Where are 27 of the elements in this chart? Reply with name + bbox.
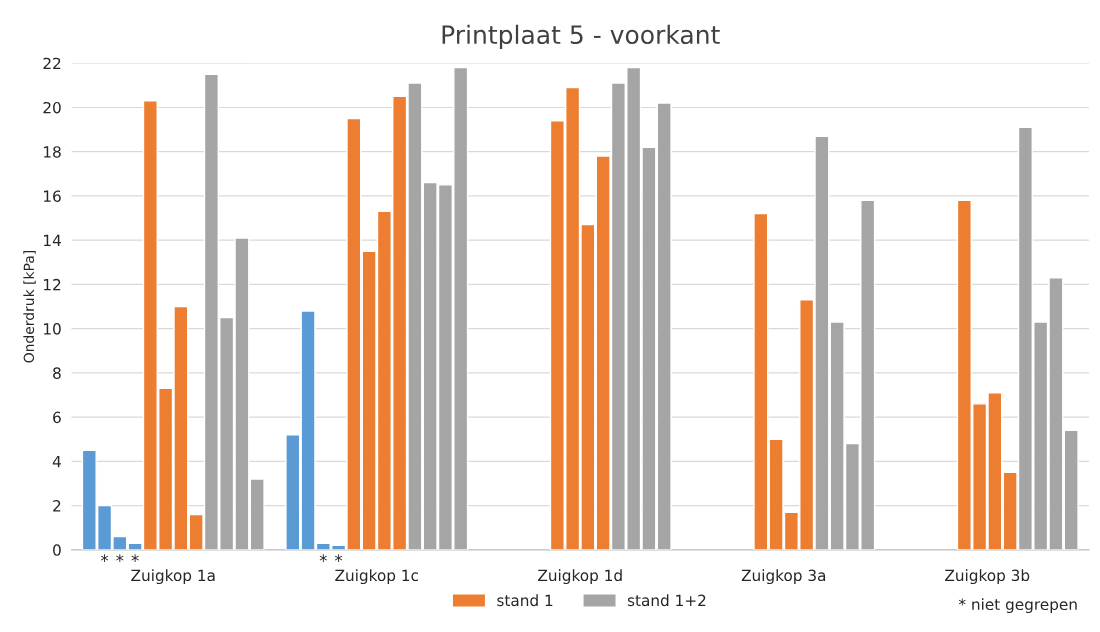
text: * niet gegrepen bbox=[958, 598, 1077, 614]
x-tick-label: Zuigkop 1c bbox=[335, 569, 419, 585]
y-tick-label: 18 bbox=[44, 146, 61, 158]
y-tick-label: 2 bbox=[53, 500, 61, 512]
chart-title: Printplaat 5 - voorkant bbox=[442, 24, 720, 49]
data-label: * bbox=[131, 554, 139, 562]
legend-label: stand 1+2 bbox=[627, 594, 706, 607]
data-label: * bbox=[334, 554, 343, 562]
y-tick-label: 12 bbox=[44, 278, 61, 291]
y-tick-label: 8 bbox=[53, 367, 61, 379]
data-label: * bbox=[319, 554, 327, 562]
y-tick-label: 16 bbox=[44, 190, 61, 202]
y-tick-label: 10 bbox=[44, 323, 61, 335]
x-tick-label: Zuigkop 3a bbox=[741, 569, 826, 585]
data-label: * bbox=[116, 554, 124, 562]
x-tick-label: Zuigkop 3b bbox=[945, 569, 1030, 585]
y-tick-label: 6 bbox=[53, 411, 61, 424]
x-tick-label: Zuigkop 1a bbox=[131, 569, 215, 585]
y-axis-title: Onderdruk [kPa] bbox=[23, 250, 36, 363]
data-label: * bbox=[100, 554, 109, 562]
y-tick-label: 22 bbox=[43, 57, 61, 69]
y-tick-label: 14 bbox=[44, 234, 61, 246]
legend-label: stand 1 bbox=[497, 594, 553, 607]
y-tick-label: 0 bbox=[53, 544, 61, 556]
y-tick-label: 20 bbox=[43, 101, 61, 114]
x-tick-label: Zuigkop 1d bbox=[538, 569, 622, 585]
y-tick-label: 4 bbox=[52, 456, 61, 468]
